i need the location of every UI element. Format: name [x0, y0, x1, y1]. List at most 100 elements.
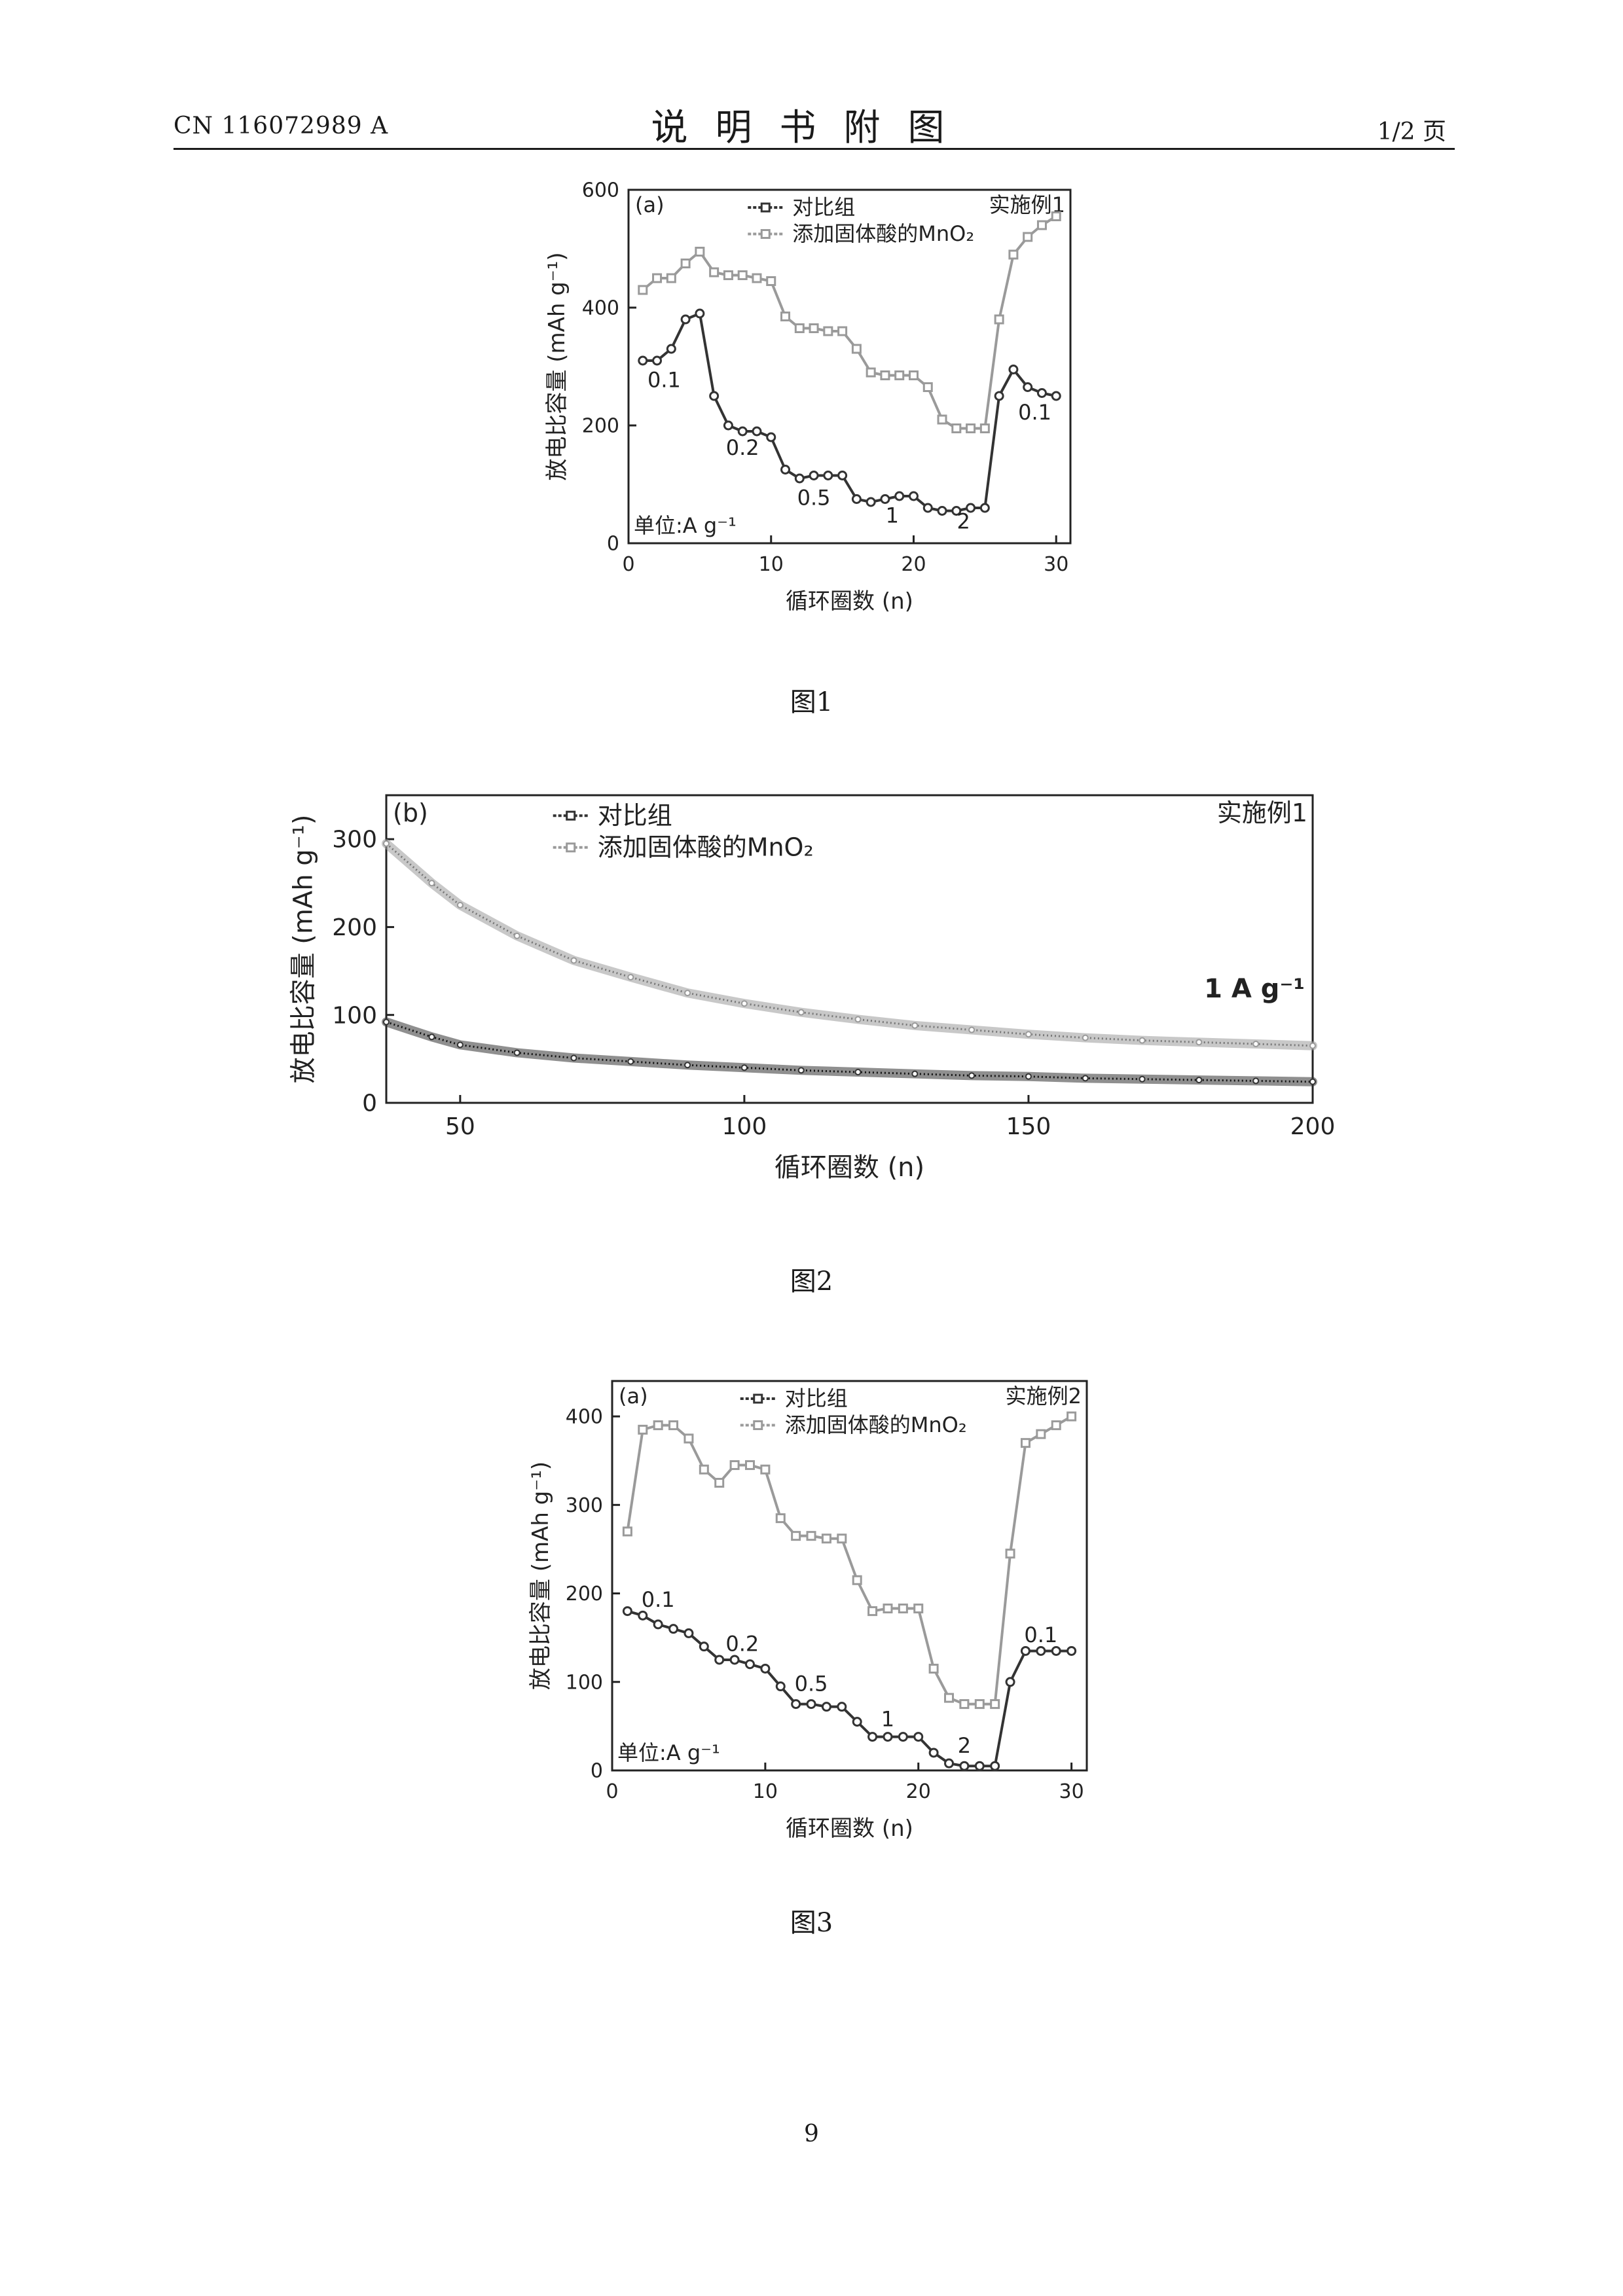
- data-point: [990, 1699, 1000, 1710]
- data-point: [1005, 1549, 1015, 1559]
- data-point: [714, 1655, 725, 1665]
- x-tick-label: 100: [722, 1113, 767, 1140]
- data-point: [821, 1534, 831, 1544]
- data-point: [570, 957, 577, 964]
- y-tick-label: 100: [566, 1671, 603, 1694]
- data-point: [908, 491, 919, 501]
- data-point: [1195, 1039, 1203, 1046]
- y-tick-label: 200: [332, 914, 377, 941]
- y-tick-label: 100: [332, 1002, 377, 1029]
- data-point: [913, 1732, 924, 1742]
- data-point: [880, 494, 890, 504]
- y-tick-label: 200: [566, 1583, 603, 1605]
- data-point: [668, 1624, 679, 1634]
- data-point: [723, 270, 733, 280]
- y-tick-label: 400: [566, 1406, 603, 1429]
- data-point: [752, 273, 762, 283]
- data-point: [1309, 1042, 1316, 1049]
- data-point: [974, 1761, 985, 1771]
- data-point: [809, 323, 819, 333]
- data-point: [1008, 249, 1019, 260]
- legend-label: 对比组: [598, 801, 672, 830]
- data-point: [966, 503, 976, 513]
- rate-label: 2: [957, 509, 970, 534]
- data-point: [680, 259, 691, 268]
- data-point: [968, 1026, 976, 1033]
- data-point: [928, 1748, 939, 1758]
- data-point: [775, 1513, 786, 1524]
- legend-marker: [753, 1420, 763, 1430]
- data-point: [1008, 365, 1019, 374]
- data-point: [979, 423, 990, 433]
- x-axis-label: 循环圈数 (n): [786, 588, 913, 615]
- data-point: [1309, 1078, 1316, 1085]
- data-point: [1036, 1645, 1046, 1656]
- data-point: [740, 1064, 748, 1071]
- data-point: [851, 344, 862, 354]
- data-point: [729, 1655, 740, 1665]
- rate-label: 0.1: [1024, 1623, 1057, 1647]
- data-point: [775, 1681, 786, 1692]
- data-point: [766, 432, 776, 442]
- plot-frame: [627, 188, 1072, 545]
- data-point: [1252, 1041, 1260, 1048]
- legend-label: 添加固体酸的MnO₂: [792, 221, 974, 246]
- data-point: [653, 1420, 663, 1431]
- data-point: [699, 1464, 709, 1475]
- data-point: [1051, 1420, 1061, 1431]
- data-point: [456, 1041, 464, 1049]
- data-point: [627, 973, 634, 980]
- data-point: [974, 1699, 985, 1710]
- data-point: [622, 1606, 632, 1617]
- data-point: [794, 473, 805, 484]
- data-point: [1005, 1677, 1015, 1687]
- data-point: [898, 1732, 908, 1742]
- series-line: [641, 312, 1058, 512]
- data-point: [922, 503, 933, 513]
- x-tick-label: 0: [606, 1780, 618, 1803]
- data-point: [894, 491, 905, 501]
- data-point: [791, 1699, 801, 1710]
- series-line-texture: [386, 1021, 1313, 1083]
- legend-marker: [760, 229, 771, 239]
- x-tick-label: 10: [753, 1780, 778, 1803]
- legend-label: 对比组: [792, 195, 855, 220]
- data-point: [911, 1022, 919, 1029]
- data-point: [866, 497, 876, 507]
- data-point: [806, 1531, 816, 1541]
- data-point: [652, 355, 663, 366]
- rate-label: 0.1: [1018, 400, 1051, 425]
- data-point: [866, 367, 876, 378]
- rate-label: 0.1: [642, 1587, 675, 1612]
- data-point: [852, 1575, 862, 1585]
- data-point: [823, 471, 833, 480]
- data-point: [913, 1604, 924, 1614]
- data-point: [428, 880, 435, 887]
- data-point: [684, 990, 691, 997]
- data-point: [638, 1424, 648, 1435]
- x-tick-label: 30: [1059, 1780, 1084, 1803]
- data-point: [837, 471, 848, 480]
- data-point: [994, 314, 1004, 325]
- panel-label: (b): [393, 798, 428, 827]
- data-point: [1023, 382, 1033, 392]
- figure-1-caption: 图1: [790, 687, 833, 717]
- data-point: [990, 1761, 1000, 1771]
- series-line: [382, 838, 1317, 1050]
- legend-label: 添加固体酸的MnO₂: [598, 833, 814, 861]
- data-point: [684, 1062, 691, 1069]
- data-point: [622, 1526, 632, 1537]
- data-point: [737, 270, 748, 280]
- data-point: [854, 1069, 862, 1075]
- data-point: [1025, 1073, 1032, 1080]
- data-point: [806, 1699, 816, 1710]
- example-label: 实施例2: [1006, 1384, 1082, 1408]
- series-line-texture: [386, 842, 1313, 1047]
- data-point: [699, 1641, 709, 1652]
- data-point: [780, 465, 791, 475]
- data-point: [666, 344, 676, 354]
- figure-3-caption: 图3: [790, 1908, 833, 1938]
- data-point: [1023, 232, 1033, 242]
- y-tick-label: 0: [591, 1760, 603, 1783]
